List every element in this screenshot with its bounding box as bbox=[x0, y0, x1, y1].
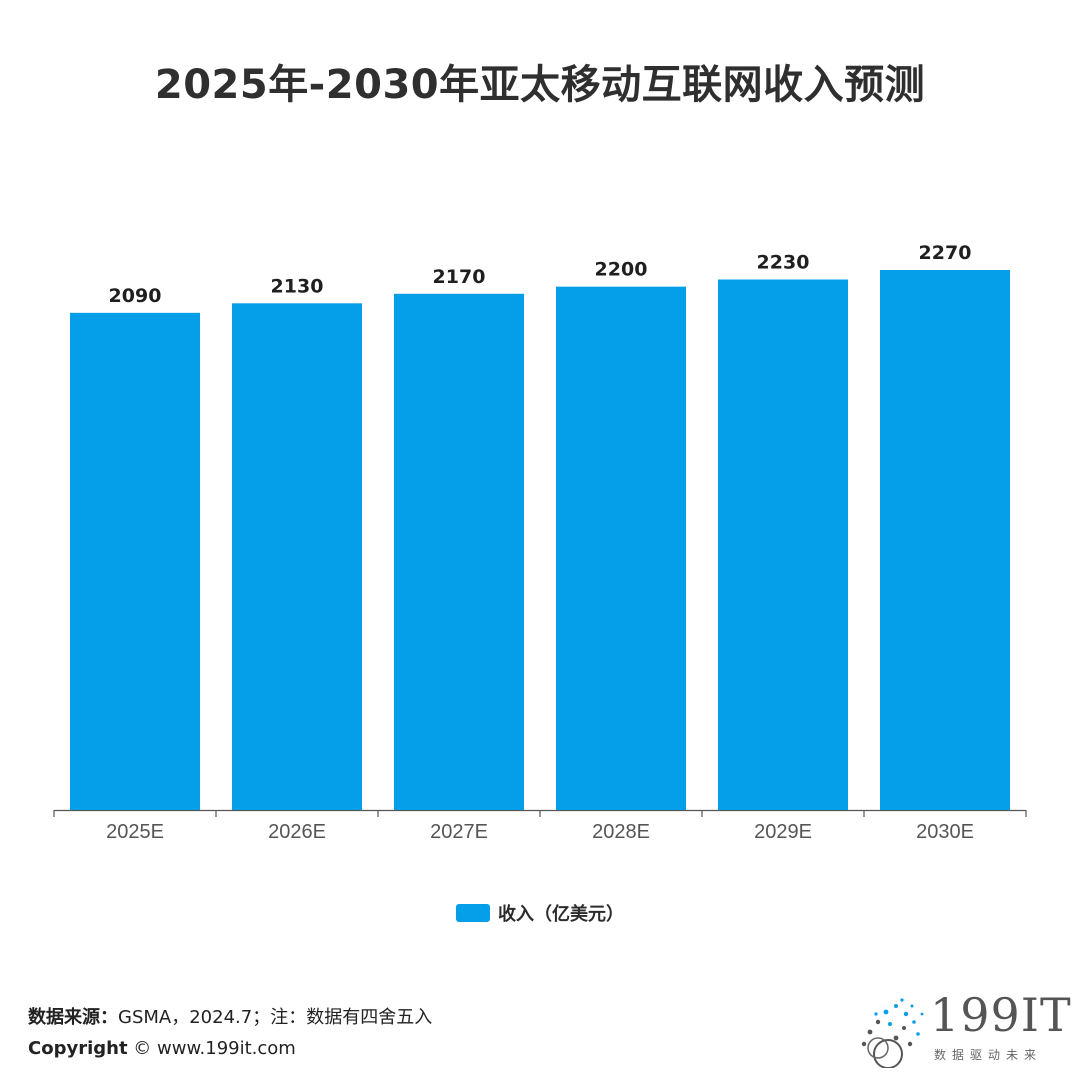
bar-2025E bbox=[70, 312, 200, 810]
data-label-2027E: 2170 bbox=[433, 266, 486, 288]
legend: 收入（亿美元） bbox=[0, 900, 1080, 926]
logo-text: 199IT bbox=[930, 988, 1072, 1042]
bar-2028E bbox=[556, 286, 686, 810]
copyright-text: © www.199it.com bbox=[133, 1038, 296, 1059]
legend-swatch bbox=[456, 904, 490, 922]
data-label-2028E: 2200 bbox=[595, 259, 648, 281]
data-label-2025E: 2090 bbox=[109, 285, 162, 307]
x-tick-label-2026E: 2026E bbox=[268, 821, 326, 843]
legend-label: 收入（亿美元） bbox=[498, 904, 624, 925]
brand-logo: 199IT 数据驱动未来 bbox=[848, 988, 1071, 1069]
copyright-note: Copyright © www.199it.com bbox=[28, 1038, 296, 1059]
x-tick-label-2025E: 2025E bbox=[106, 821, 164, 843]
bar-2026E bbox=[232, 303, 362, 810]
data-label-2026E: 2130 bbox=[271, 275, 324, 297]
data-label-2030E: 2270 bbox=[919, 242, 972, 264]
bar-2030E bbox=[880, 270, 1010, 810]
logo-tagline: 数据驱动未来 bbox=[934, 1048, 1043, 1062]
x-tick-label-2027E: 2027E bbox=[430, 821, 488, 843]
bar-2029E bbox=[718, 279, 848, 811]
data-label-2029E: 2230 bbox=[757, 252, 810, 274]
bar-2027E bbox=[394, 293, 524, 810]
source-note: 数据来源：GSMA，2024.7；注：数据有四舍五入 bbox=[28, 1003, 432, 1029]
chart-title: 2025年-2030年亚太移动互联网收入预测 bbox=[154, 62, 926, 108]
x-tick-label-2028E: 2028E bbox=[592, 821, 650, 843]
copyright-prefix: Copyright bbox=[28, 1038, 128, 1059]
x-tick-label-2030E: 2030E bbox=[916, 821, 974, 843]
source-text: GSMA，2024.7；注：数据有四舍五入 bbox=[118, 1007, 433, 1028]
dot-sphere-icon bbox=[861, 998, 924, 1069]
source-prefix: 数据来源： bbox=[28, 1007, 118, 1028]
x-tick-label-2029E: 2029E bbox=[754, 821, 812, 843]
